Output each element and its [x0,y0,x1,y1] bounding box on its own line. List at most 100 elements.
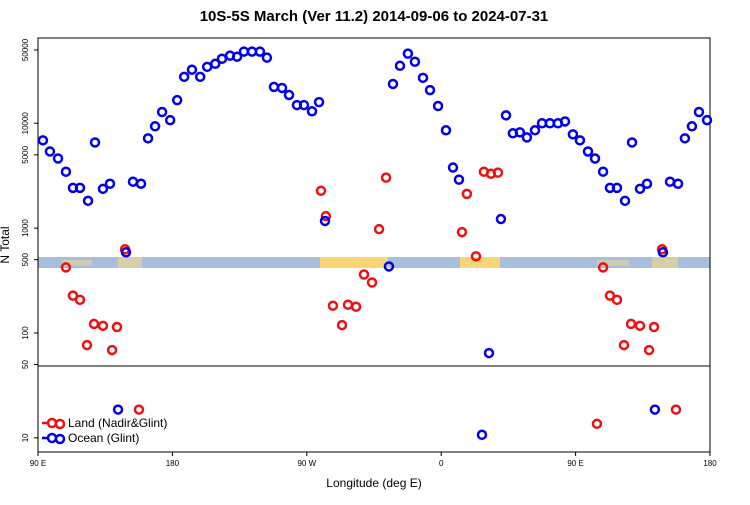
data-point [320,210,332,222]
data-point [701,114,713,126]
data-point [283,89,295,101]
data-point [521,132,533,143]
data-point [643,344,655,356]
data-point [394,60,406,72]
land-patch [62,260,92,266]
data-point [657,247,669,258]
data-point [597,262,609,273]
data-point [210,58,221,70]
data-point [514,127,526,138]
y-tick-label: 5000 [21,145,30,163]
land-patch [320,257,388,268]
x-tick-label: 90 W [297,459,316,468]
data-point [529,125,541,136]
y-tick-label: 1000 [21,219,30,237]
data-point [424,84,436,96]
data-point [44,146,56,157]
data-point [597,166,609,177]
data-point [350,301,362,312]
data-point [672,178,684,189]
data-point [387,78,399,90]
data-point [104,178,116,189]
data-point [82,195,94,207]
y-tick-label: 500 [21,252,30,266]
data-point [186,64,198,75]
data-point [298,99,310,111]
data-point [60,262,72,273]
data-point [619,195,631,207]
legend-marker [46,417,58,429]
data-point [276,82,288,94]
data-point [142,133,154,144]
data-point [495,213,507,225]
data-point [60,166,72,177]
data-point [97,183,109,195]
data-point [589,153,601,164]
data-point [670,404,682,415]
data-point [106,344,118,356]
data-point [440,125,452,136]
y-tick-label: 50000 [21,38,30,61]
data-point [52,153,64,164]
data-point [625,318,637,330]
data-point [97,320,109,332]
data-point [366,277,378,288]
data-point [567,129,579,140]
data-point [447,162,459,173]
data-point [194,71,206,83]
data-point [453,174,465,185]
legend-label: Land (Nadir&Glint) [68,416,167,430]
data-point [336,319,348,331]
data-point [89,137,101,148]
data-point [171,94,183,106]
data-point [417,72,429,84]
data-point [111,321,123,333]
data-point [254,46,266,57]
data-point [306,106,318,117]
data-point [461,188,473,200]
data-point [679,133,691,144]
data-point [358,269,370,280]
data-point [327,300,339,311]
data-point [164,114,176,126]
data-point [135,178,147,189]
data-point [402,48,414,59]
data-point [149,121,161,132]
y-tick-label: 10000 [21,112,30,135]
y-axis-label: N Total [0,226,12,263]
x-axis-label: Longitude (deg E) [326,476,421,490]
land-patch [652,257,678,268]
y-tick-label: 50 [21,360,30,369]
data-point [74,182,86,194]
data-point [373,223,385,235]
data-point [432,100,444,112]
chart-title: 10S-5S March (Ver 11.2) 2014-09-06 to 20… [200,8,549,25]
map-strip [38,257,710,268]
data-point [37,135,49,146]
data-point [120,247,132,258]
data-point [133,404,145,415]
data-point [693,106,705,118]
x-tick-label: 90 E [567,459,583,468]
data-point [315,185,327,197]
x-tick-label: 180 [703,459,717,468]
x-tick-label: 180 [166,459,180,468]
plot-frame [37,37,711,453]
data-point [574,135,586,146]
data-point [178,71,190,83]
data-point [500,110,512,121]
data-point [559,116,571,127]
legend-marker [46,432,58,444]
data-point [611,294,623,306]
legend-marker [54,433,66,445]
data-point [649,404,661,415]
data-point [686,121,698,132]
data-point [470,251,482,262]
legend-marker [54,418,66,430]
data-point [591,418,603,430]
data-point [383,261,395,272]
y-tick-label: 10 [21,433,30,442]
data-point [74,294,86,306]
